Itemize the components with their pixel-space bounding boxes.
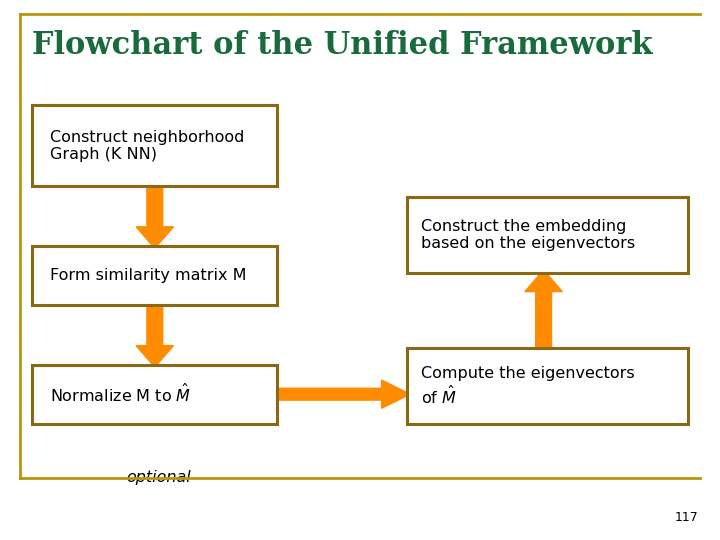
FancyArrow shape [136, 302, 174, 367]
Text: Flowchart of the Unified Framework: Flowchart of the Unified Framework [32, 30, 653, 62]
FancyBboxPatch shape [407, 197, 688, 273]
Text: optional: optional [126, 470, 191, 485]
FancyArrow shape [525, 270, 562, 351]
FancyArrow shape [136, 184, 174, 248]
Text: Compute the eigenvectors
of $\hat{M}$: Compute the eigenvectors of $\hat{M}$ [421, 366, 635, 407]
FancyArrow shape [274, 380, 410, 408]
FancyBboxPatch shape [32, 364, 277, 424]
Text: Construct the embedding
based on the eigenvectors: Construct the embedding based on the eig… [421, 219, 635, 251]
FancyBboxPatch shape [32, 105, 277, 186]
Text: Normalize M to $\hat{M}$: Normalize M to $\hat{M}$ [50, 383, 192, 405]
Text: Form similarity matrix M: Form similarity matrix M [50, 268, 247, 283]
FancyBboxPatch shape [32, 246, 277, 305]
FancyBboxPatch shape [407, 348, 688, 424]
Text: 117: 117 [675, 511, 698, 524]
Text: Construct neighborhood
Graph (K NN): Construct neighborhood Graph (K NN) [50, 130, 245, 162]
